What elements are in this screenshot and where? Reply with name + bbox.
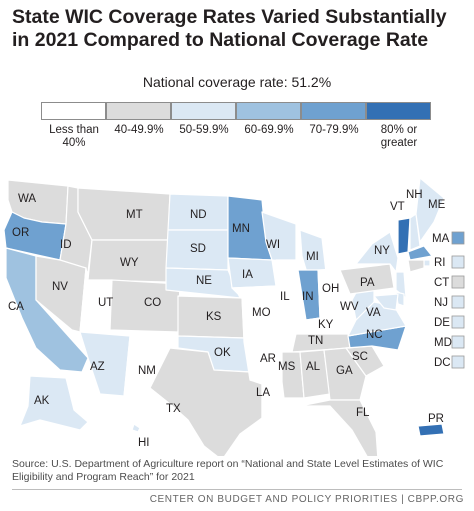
label-ri: RI bbox=[434, 257, 446, 269]
state-ri bbox=[423, 259, 431, 267]
swatch-md bbox=[451, 335, 465, 349]
label-ut: UT bbox=[98, 297, 113, 309]
label-vt: VT bbox=[390, 201, 405, 213]
label-sd: SD bbox=[190, 243, 206, 255]
label-va: VA bbox=[366, 307, 381, 319]
legend-swatch-5 bbox=[366, 102, 431, 120]
label-mn: MN bbox=[232, 223, 250, 235]
label-nv: NV bbox=[52, 281, 68, 293]
label-pa: PA bbox=[360, 277, 375, 289]
state-pa bbox=[339, 263, 395, 295]
state-ct bbox=[407, 259, 425, 273]
national-rate-label: National coverage rate: 51.2% bbox=[142, 74, 332, 90]
label-nh: NH bbox=[406, 189, 423, 201]
label-wa: WA bbox=[18, 193, 36, 205]
state-ak bbox=[19, 375, 89, 431]
label-in: IN bbox=[302, 291, 314, 303]
label-al: AL bbox=[306, 361, 321, 373]
source-note: Source: U.S. Department of Agriculture r… bbox=[12, 458, 444, 483]
label-mo: MO bbox=[252, 307, 271, 319]
label-wv: WV bbox=[340, 301, 359, 313]
label-sc: SC bbox=[352, 351, 368, 363]
legend-label-0: Less than 40% bbox=[49, 124, 99, 149]
state-ny bbox=[355, 231, 399, 273]
state-tx bbox=[149, 347, 263, 456]
label-ky: KY bbox=[318, 319, 334, 331]
swatch-de bbox=[451, 315, 465, 329]
label-wi: WI bbox=[266, 239, 280, 251]
swatch-nj bbox=[451, 295, 465, 309]
swatch-ma bbox=[451, 231, 465, 245]
state-vt bbox=[397, 217, 411, 255]
label-ga: GA bbox=[336, 365, 353, 377]
label-la: LA bbox=[256, 387, 270, 399]
label-nd: ND bbox=[190, 209, 207, 221]
map-title: State WIC Coverage Rates Varied Substant… bbox=[12, 6, 447, 51]
label-ma: MA bbox=[432, 233, 450, 245]
label-wy: WY bbox=[120, 257, 139, 269]
label-dc: DC bbox=[434, 357, 451, 369]
label-nc: NC bbox=[366, 329, 383, 341]
swatch-ct bbox=[451, 275, 465, 289]
legend-label-3: 60-69.9% bbox=[244, 124, 294, 136]
label-oh: OH bbox=[322, 283, 339, 295]
state-ga bbox=[323, 347, 367, 401]
legend-swatch-3 bbox=[236, 102, 301, 120]
state-mt bbox=[77, 187, 171, 241]
label-ok: OK bbox=[214, 347, 231, 359]
label-ca: CA bbox=[8, 301, 24, 313]
state-hi bbox=[131, 423, 141, 433]
legend-label-1: 40-49.9% bbox=[114, 124, 164, 136]
state-pr bbox=[417, 423, 445, 437]
legend-swatch-0 bbox=[41, 102, 106, 120]
legend-swatch-4 bbox=[301, 102, 366, 120]
label-de: DE bbox=[434, 317, 450, 329]
legend-label-4: 70-79.9% bbox=[309, 124, 359, 136]
label-ct: CT bbox=[434, 277, 449, 289]
label-co: CO bbox=[144, 297, 161, 309]
label-ne: NE bbox=[196, 275, 212, 287]
footer-credit: CENTER ON BUDGET AND POLICY PRIORITIES |… bbox=[149, 494, 464, 505]
legend-label-5: 80% or greater bbox=[380, 124, 418, 149]
label-pr: PR bbox=[428, 413, 444, 425]
state-nh bbox=[409, 213, 421, 251]
legend-swatch-2 bbox=[171, 102, 236, 120]
label-ar: AR bbox=[260, 353, 276, 365]
label-ny: NY bbox=[374, 245, 390, 257]
label-il: IL bbox=[280, 291, 290, 303]
us-choropleth-map: WA OR CA ID NV MT WY UT AZ CO NM ND SD NE KS OK TX MN IA MO… bbox=[3, 177, 465, 456]
label-ia: IA bbox=[242, 269, 253, 281]
label-mt: MT bbox=[126, 209, 143, 221]
label-me: ME bbox=[428, 199, 446, 211]
legend-swatch-1 bbox=[106, 102, 171, 120]
state-nj bbox=[395, 271, 407, 299]
state-ms bbox=[281, 351, 305, 399]
swatch-ri bbox=[451, 255, 465, 269]
state-az bbox=[79, 331, 131, 397]
label-nm: NM bbox=[138, 365, 156, 377]
label-nj: NJ bbox=[434, 297, 448, 309]
state-il bbox=[275, 259, 307, 333]
label-ks: KS bbox=[206, 311, 222, 323]
label-id: ID bbox=[60, 239, 72, 251]
footer-divider bbox=[12, 489, 462, 490]
state-ma bbox=[407, 245, 433, 261]
label-tn: TN bbox=[308, 335, 323, 347]
label-md: MD bbox=[434, 337, 452, 349]
label-ms: MS bbox=[278, 361, 296, 373]
legend-label-2: 50-59.9% bbox=[179, 124, 229, 136]
label-mi: MI bbox=[306, 251, 319, 263]
state-fl bbox=[299, 399, 379, 456]
swatch-dc bbox=[451, 355, 465, 369]
label-hi: HI bbox=[138, 437, 150, 449]
state-md bbox=[373, 293, 399, 311]
label-fl: FL bbox=[356, 407, 370, 419]
label-ak: AK bbox=[34, 395, 50, 407]
state-me bbox=[415, 177, 445, 243]
label-tx: TX bbox=[166, 403, 181, 415]
label-az: AZ bbox=[90, 361, 105, 373]
label-or: OR bbox=[12, 227, 29, 239]
